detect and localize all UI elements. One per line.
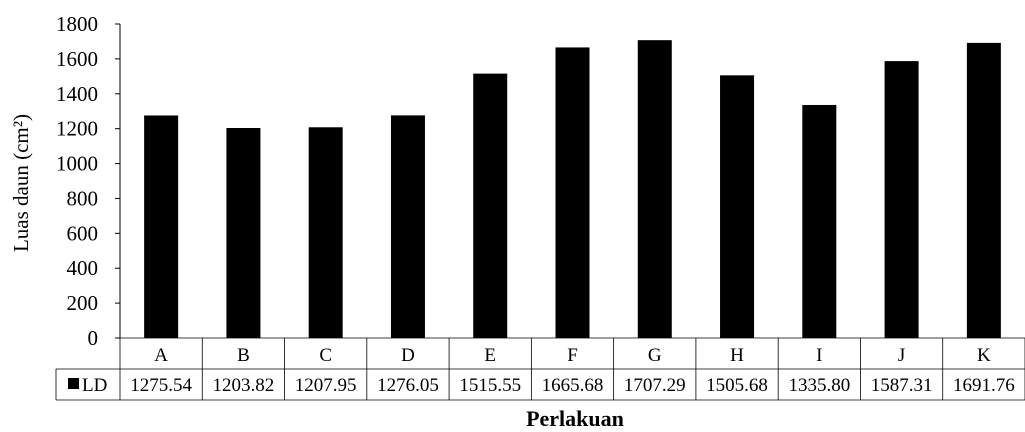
x-tick-label: C <box>319 345 332 366</box>
x-tick-label: D <box>401 345 415 366</box>
bar-C <box>308 127 343 338</box>
data-label: 1335.80 <box>788 375 850 396</box>
data-label: 1275.54 <box>130 375 192 396</box>
bar-B <box>226 128 261 338</box>
bar-D <box>390 115 425 338</box>
x-tick-label: H <box>730 345 744 366</box>
bars <box>144 40 1001 339</box>
y-axis-ticks: 0 200 400 600 800 1000 1200 1400 1600 1800 <box>56 12 120 350</box>
legend-label: LD <box>82 375 107 396</box>
bar-I <box>802 104 837 338</box>
x-tick-label: K <box>977 345 991 366</box>
x-tick-label: G <box>648 345 662 366</box>
bar-E <box>473 73 508 338</box>
data-label: 1207.95 <box>295 375 357 396</box>
bar-J <box>884 61 919 338</box>
data-label: 1665.68 <box>542 375 604 396</box>
y-tick-label: 1600 <box>56 47 98 71</box>
y-tick-label: 1800 <box>56 12 98 36</box>
y-tick-label: 600 <box>67 221 99 245</box>
y-tick-label: 800 <box>67 186 99 210</box>
data-table: LD A 1275.54 B 1203.82 C 1207.95 D 1276.05 E 1515.… <box>55 337 1025 401</box>
x-tick-label: I <box>816 345 822 366</box>
y-tick-label: 1200 <box>56 117 98 141</box>
data-label: 1587.31 <box>871 375 933 396</box>
x-axis-label: Perlakuan <box>526 406 624 431</box>
data-label: 1515.55 <box>459 375 521 396</box>
x-tick-label: E <box>484 345 496 366</box>
x-tick-label: B <box>237 345 250 366</box>
x-tick-label: A <box>154 345 168 366</box>
bar-K <box>966 42 1001 338</box>
data-label: 1707.29 <box>624 375 686 396</box>
data-label: 1276.05 <box>377 375 439 396</box>
data-label: 1203.82 <box>213 375 275 396</box>
y-tick-label: 1400 <box>56 82 98 106</box>
bar-G <box>637 40 672 339</box>
x-tick-label: J <box>898 345 905 366</box>
y-tick-label: 1000 <box>56 152 98 176</box>
bar-F <box>555 47 590 339</box>
y-tick-label: 400 <box>67 256 99 280</box>
bar-H <box>720 75 755 338</box>
data-label: 1691.76 <box>953 375 1015 396</box>
bar-A <box>144 115 179 338</box>
x-tick-label: F <box>567 345 578 366</box>
y-axis-label: Luas daun (cm²) <box>9 114 33 252</box>
data-label: 1505.68 <box>706 375 768 396</box>
y-tick-label: 0 <box>88 326 99 350</box>
legend-swatch <box>68 378 79 389</box>
y-tick-label: 200 <box>67 291 99 315</box>
